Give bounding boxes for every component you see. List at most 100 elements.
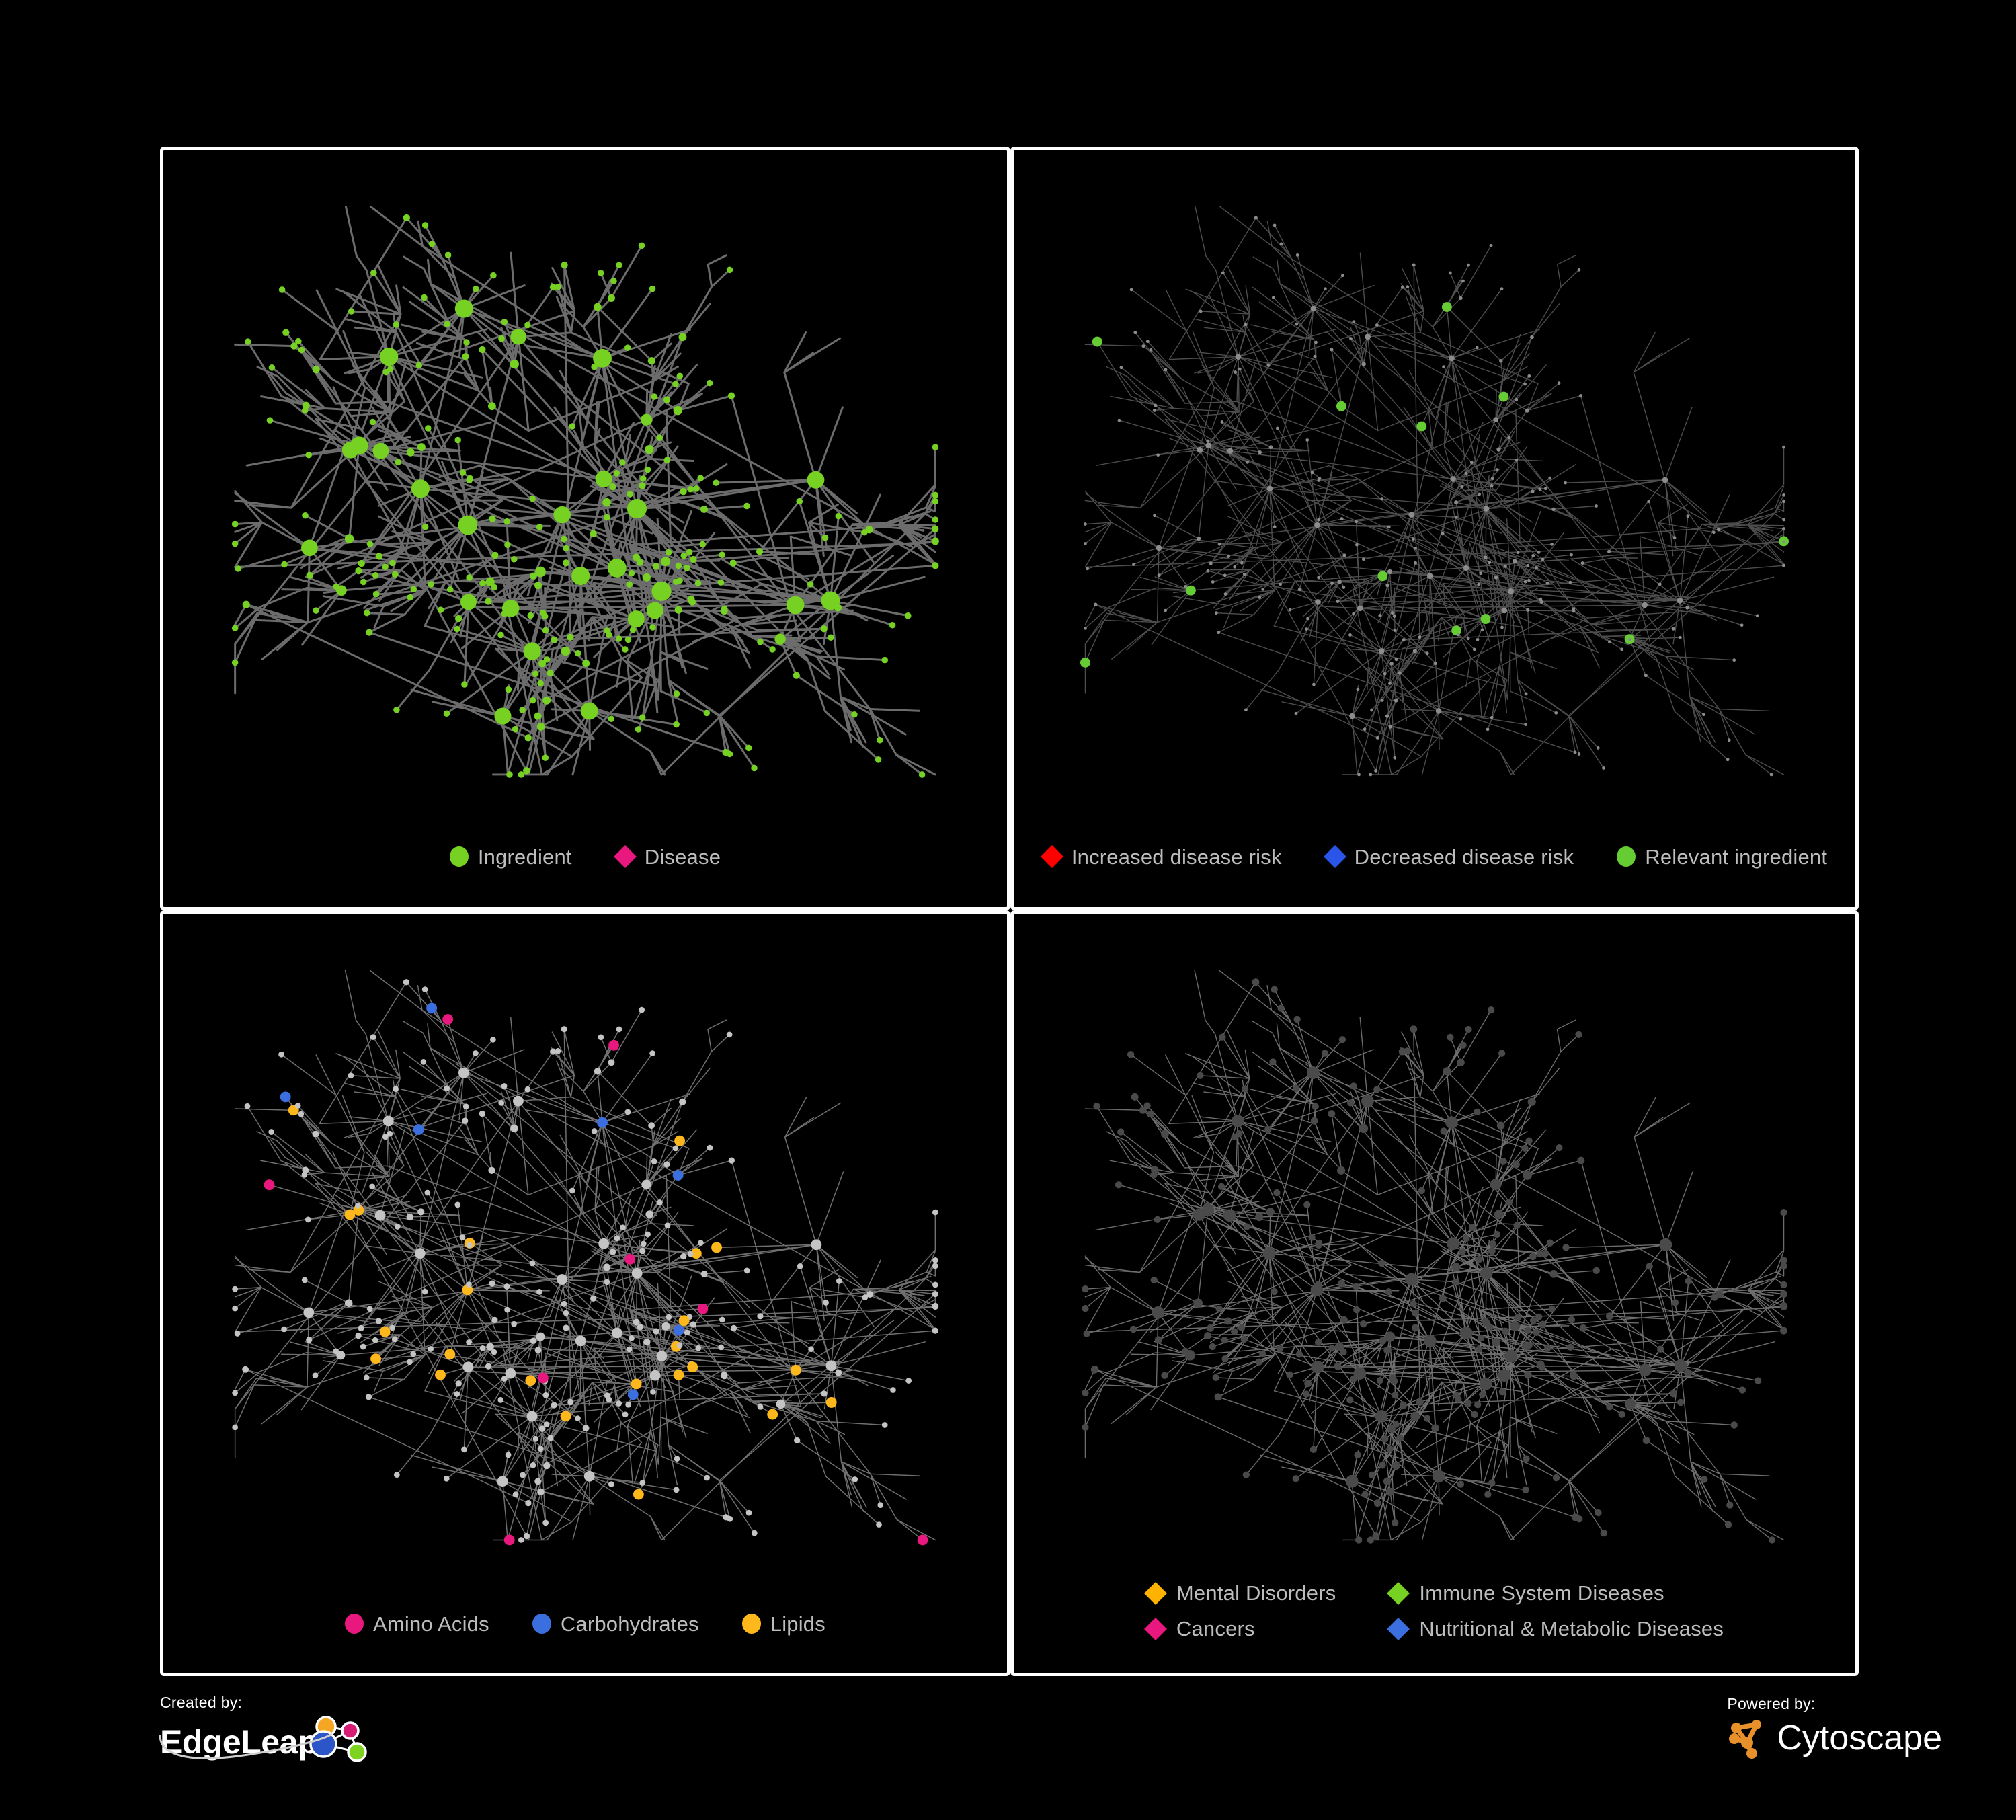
- network-node[interactable]: [1496, 1121, 1505, 1130]
- network-node[interactable]: [1479, 1391, 1486, 1398]
- network-node[interactable]: [653, 1328, 659, 1335]
- network-node[interactable]: [645, 1210, 653, 1218]
- network-node[interactable]: [1266, 1208, 1275, 1216]
- network-node[interactable]: [497, 1476, 508, 1487]
- network-node[interactable]: [407, 594, 413, 601]
- network-node[interactable]: [593, 348, 612, 368]
- network-node[interactable]: [639, 482, 646, 489]
- network-node[interactable]: [1241, 1085, 1249, 1093]
- network-node[interactable]: [1486, 727, 1490, 731]
- network-node[interactable]: [1412, 649, 1417, 654]
- network-node[interactable]: [1475, 346, 1479, 350]
- network-node[interactable]: [360, 578, 367, 586]
- network-node[interactable]: [1662, 477, 1668, 483]
- network-node[interactable]: [1577, 268, 1581, 272]
- network-node[interactable]: [1448, 271, 1452, 275]
- legend-item-decreased-disease-risk[interactable]: Decreased disease risk: [1323, 845, 1574, 868]
- network-node[interactable]: [649, 624, 656, 631]
- network-node[interactable]: [1361, 1095, 1374, 1107]
- network-node[interactable]: [697, 475, 704, 481]
- network-node[interactable]: [678, 333, 687, 342]
- network-node[interactable]: [454, 1391, 460, 1397]
- network-node[interactable]: [1780, 1257, 1787, 1264]
- network-node[interactable]: [1244, 323, 1248, 327]
- network-node[interactable]: [1494, 1210, 1504, 1219]
- network-node[interactable]: [679, 1098, 686, 1105]
- network-node[interactable]: [1740, 623, 1744, 627]
- network-node[interactable]: [1293, 1084, 1300, 1092]
- network-node[interactable]: [403, 979, 410, 986]
- network-node[interactable]: [1374, 768, 1378, 773]
- network-node[interactable]: [615, 635, 622, 642]
- network-node[interactable]: [1644, 674, 1648, 678]
- network-node[interactable]: [540, 609, 547, 617]
- legend-item-relevant-ingredient[interactable]: Relevant ingredient: [1617, 846, 1827, 867]
- network-node[interactable]: [379, 1326, 391, 1337]
- network-node[interactable]: [372, 572, 379, 579]
- network-node[interactable]: [1450, 476, 1456, 482]
- network-node[interactable]: [1271, 986, 1278, 993]
- network-node[interactable]: [1782, 445, 1785, 449]
- network-node[interactable]: [1523, 580, 1527, 584]
- network-node[interactable]: [555, 283, 562, 290]
- network-node[interactable]: [1221, 1337, 1228, 1344]
- network-node[interactable]: [282, 329, 290, 336]
- network-node[interactable]: [1595, 504, 1598, 508]
- network-node[interactable]: [1571, 1513, 1579, 1521]
- network-node[interactable]: [1577, 1156, 1585, 1164]
- network-node[interactable]: [301, 1277, 308, 1283]
- network-node[interactable]: [661, 1322, 670, 1331]
- network-node[interactable]: [542, 627, 549, 634]
- network-node[interactable]: [1297, 588, 1301, 592]
- network-node[interactable]: [690, 555, 697, 563]
- network-node[interactable]: [1730, 1421, 1738, 1429]
- network-node[interactable]: [1392, 1392, 1399, 1399]
- network-node[interactable]: [1269, 1058, 1277, 1066]
- network-node[interactable]: [426, 1002, 438, 1014]
- network-node[interactable]: [268, 1129, 275, 1135]
- network-node[interactable]: [375, 553, 383, 560]
- network-node[interactable]: [410, 586, 417, 593]
- network-node[interactable]: [410, 1351, 417, 1357]
- network-node[interactable]: [1295, 1351, 1303, 1358]
- network-node[interactable]: [366, 629, 373, 636]
- network-node[interactable]: [1117, 418, 1121, 422]
- network-node[interactable]: [626, 581, 633, 588]
- network-node[interactable]: [1524, 723, 1527, 726]
- network-node[interactable]: [1221, 1355, 1229, 1363]
- network-node[interactable]: [673, 690, 680, 697]
- network-node[interactable]: [506, 771, 513, 778]
- network-node[interactable]: [569, 1187, 575, 1194]
- network-node[interactable]: [777, 636, 784, 643]
- network-node[interactable]: [1141, 344, 1145, 348]
- network-node[interactable]: [1314, 1281, 1322, 1288]
- network-node[interactable]: [355, 1202, 361, 1209]
- network-node[interactable]: [1535, 1313, 1543, 1320]
- network-node[interactable]: [485, 598, 492, 605]
- network-node[interactable]: [1392, 1421, 1400, 1428]
- network-node[interactable]: [649, 1370, 661, 1381]
- network-node[interactable]: [1538, 1363, 1546, 1371]
- network-node[interactable]: [604, 514, 610, 521]
- network-node[interactable]: [1457, 1480, 1465, 1488]
- network-node[interactable]: [651, 1158, 657, 1164]
- network-node[interactable]: [591, 363, 598, 370]
- network-node[interactable]: [1525, 408, 1529, 413]
- network-node[interactable]: [231, 625, 239, 632]
- network-node[interactable]: [1488, 1479, 1496, 1487]
- network-node[interactable]: [355, 1332, 362, 1339]
- network-node[interactable]: [1217, 631, 1221, 635]
- network-node[interactable]: [1605, 1312, 1613, 1320]
- network-node[interactable]: [1223, 573, 1227, 578]
- network-node[interactable]: [1712, 530, 1716, 535]
- network-node[interactable]: [890, 1387, 896, 1393]
- network-node[interactable]: [542, 1392, 549, 1398]
- network-node[interactable]: [553, 506, 571, 524]
- network-node[interactable]: [675, 562, 682, 569]
- network-node[interactable]: [1359, 1123, 1369, 1134]
- network-node[interactable]: [1330, 582, 1334, 585]
- network-node[interactable]: [676, 372, 684, 380]
- network-node[interactable]: [1094, 602, 1098, 606]
- network-node[interactable]: [1567, 1343, 1574, 1351]
- network-node[interactable]: [549, 284, 557, 291]
